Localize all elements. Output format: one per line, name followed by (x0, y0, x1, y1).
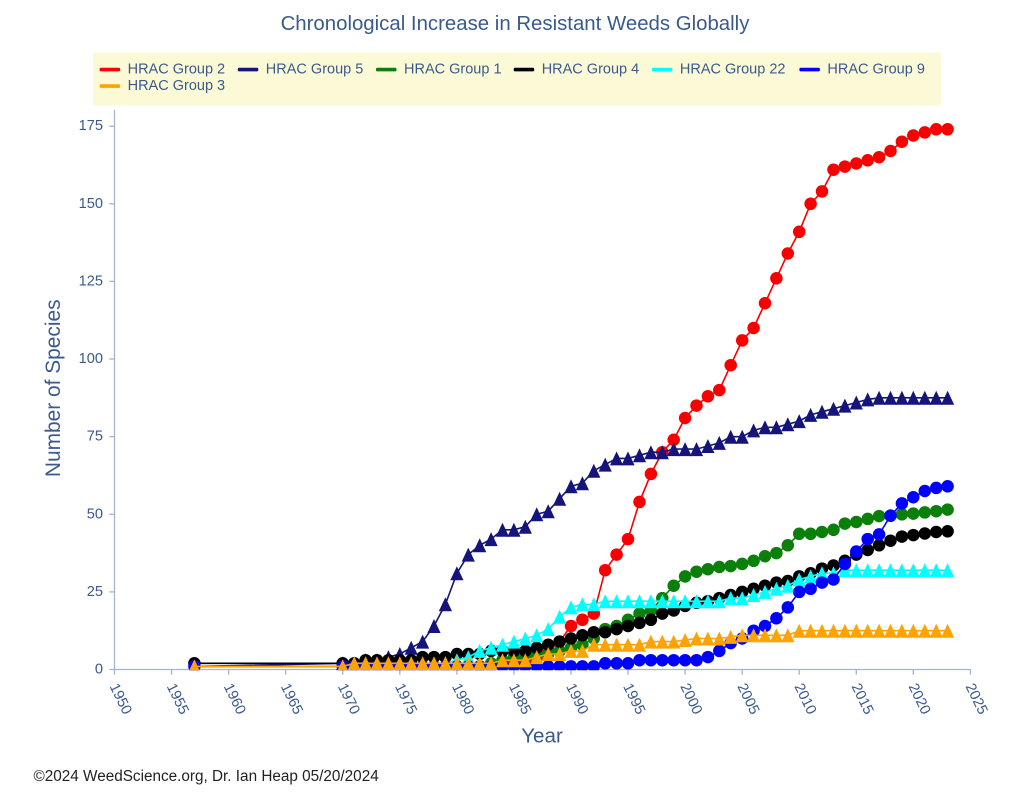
svg-text:©2024 WeedScience.org, Dr. Ian: ©2024 WeedScience.org, Dr. Ian Heap 05/2… (34, 768, 380, 785)
svg-text:125: 125 (79, 273, 103, 289)
svg-text:75: 75 (87, 429, 103, 445)
svg-text:HRAC Group 3: HRAC Group 3 (128, 78, 226, 94)
svg-text:HRAC Group 4: HRAC Group 4 (542, 62, 640, 78)
svg-text:Year: Year (521, 725, 563, 748)
svg-text:175: 175 (79, 118, 103, 134)
svg-text:100: 100 (79, 351, 103, 367)
svg-text:HRAC Group 9: HRAC Group 9 (827, 62, 925, 78)
svg-text:HRAC Group 2: HRAC Group 2 (128, 62, 226, 78)
svg-text:Chronological Increase in Resi: Chronological Increase in Resistant Weed… (281, 13, 751, 35)
svg-text:0: 0 (95, 662, 103, 678)
svg-text:150: 150 (79, 196, 103, 212)
svg-text:HRAC Group 5: HRAC Group 5 (266, 62, 364, 78)
svg-text:HRAC Group 22: HRAC Group 22 (680, 62, 786, 78)
svg-text:25: 25 (87, 584, 103, 600)
svg-text:HRAC Group 1: HRAC Group 1 (404, 62, 502, 78)
svg-text:50: 50 (87, 506, 103, 522)
svg-text:Number of Species: Number of Species (42, 299, 65, 477)
